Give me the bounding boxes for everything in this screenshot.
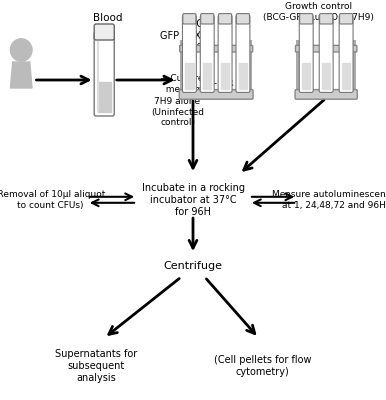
- Text: + OR: + OR: [210, 80, 234, 88]
- Bar: [322, 63, 330, 89]
- FancyBboxPatch shape: [218, 15, 232, 92]
- FancyBboxPatch shape: [183, 14, 196, 24]
- FancyBboxPatch shape: [340, 14, 353, 24]
- Text: (Removal of 10µl aliquot
to count CFUs): (Removal of 10µl aliquot to count CFUs): [0, 190, 106, 210]
- Text: + Culture
  medium: + Culture medium: [160, 74, 204, 94]
- FancyBboxPatch shape: [236, 15, 250, 92]
- FancyBboxPatch shape: [94, 32, 114, 116]
- Bar: [98, 82, 111, 112]
- FancyBboxPatch shape: [300, 14, 313, 24]
- FancyBboxPatch shape: [183, 15, 196, 92]
- Bar: [185, 63, 194, 89]
- Text: Supernatants for
subsequent
analysis: Supernatants for subsequent analysis: [55, 350, 138, 382]
- Text: Measure autoluminescence
at 1, 24,48,72 and 96H: Measure autoluminescence at 1, 24,48,72 …: [272, 190, 386, 210]
- FancyBboxPatch shape: [296, 45, 357, 52]
- FancyBboxPatch shape: [299, 15, 313, 92]
- FancyBboxPatch shape: [200, 15, 214, 92]
- Text: Incubate in a rocking
incubator at 37°C
for 96H: Incubate in a rocking incubator at 37°C …: [142, 183, 244, 217]
- Bar: [181, 40, 185, 98]
- Text: BCG
GFP LUXFO in
7H9: BCG GFP LUXFO in 7H9: [160, 19, 226, 53]
- FancyBboxPatch shape: [319, 15, 333, 92]
- FancyBboxPatch shape: [179, 90, 253, 99]
- Text: Centrifuge: Centrifuge: [164, 261, 222, 271]
- Bar: [296, 40, 300, 98]
- FancyBboxPatch shape: [201, 14, 214, 24]
- Bar: [239, 63, 247, 89]
- FancyBboxPatch shape: [320, 14, 333, 24]
- Bar: [352, 40, 356, 98]
- FancyBboxPatch shape: [218, 14, 232, 24]
- Polygon shape: [10, 62, 32, 88]
- FancyBboxPatch shape: [180, 45, 253, 52]
- Bar: [342, 63, 350, 89]
- FancyBboxPatch shape: [339, 15, 353, 92]
- FancyBboxPatch shape: [236, 14, 249, 24]
- Text: (Cell pellets for flow
cytometry): (Cell pellets for flow cytometry): [214, 355, 311, 377]
- Bar: [203, 63, 212, 89]
- Bar: [221, 63, 229, 89]
- Bar: [248, 40, 252, 98]
- Bar: [302, 63, 310, 89]
- Text: 7H9 alone
(Uninfected
control): 7H9 alone (Uninfected control): [151, 97, 204, 127]
- Circle shape: [10, 39, 32, 61]
- Text: Growth control
(BCG-GFP-LuxFO in 7H9): Growth control (BCG-GFP-LuxFO in 7H9): [263, 2, 374, 22]
- FancyBboxPatch shape: [295, 90, 357, 99]
- FancyBboxPatch shape: [94, 24, 114, 40]
- Text: Blood: Blood: [93, 13, 123, 23]
